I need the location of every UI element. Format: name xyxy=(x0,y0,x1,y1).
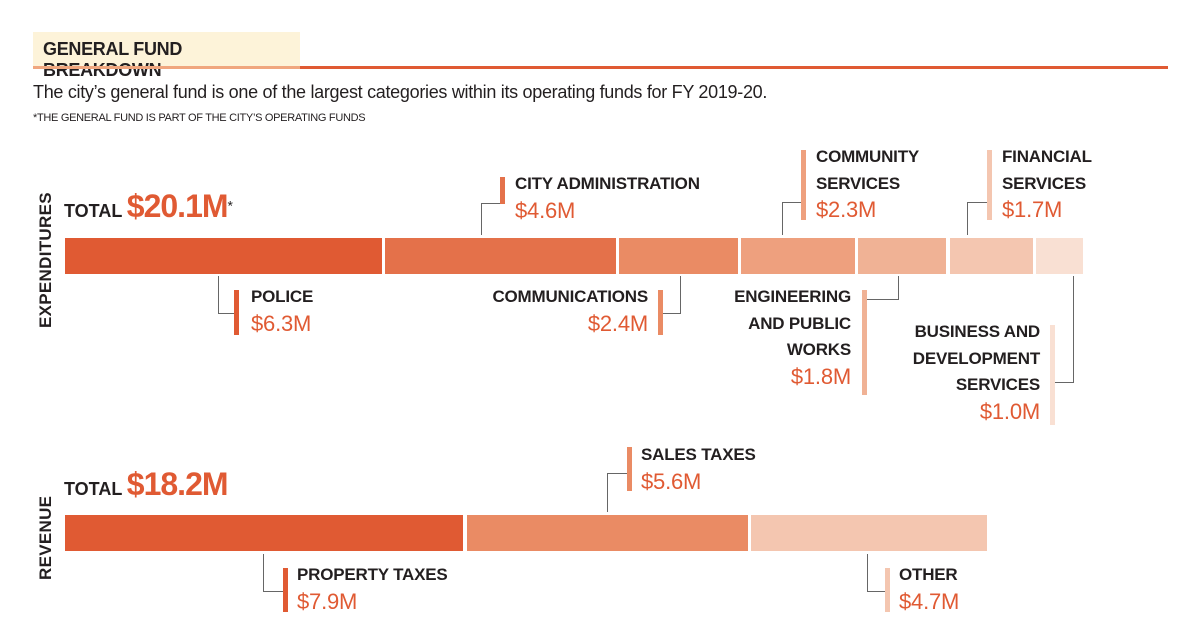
bar-segment-engineering-and-public-works xyxy=(858,238,947,274)
bar-segment-communications xyxy=(619,238,738,274)
connector xyxy=(218,313,234,314)
bar-segment-city-administration xyxy=(385,238,616,274)
total-label: TOTAL xyxy=(64,201,123,221)
connector xyxy=(481,203,500,204)
label-business-development-services: BUSINESS AND DEVELOPMENT SERVICES $1.0M xyxy=(912,322,1040,424)
footnote: *THE GENERAL FUND IS PART OF THE CITY’S … xyxy=(33,112,366,124)
bar-segment-sales-taxes xyxy=(466,515,748,551)
label-city-administration: CITY ADMINISTRATION $4.6M xyxy=(515,174,700,223)
bar-segment-police xyxy=(65,238,382,274)
label-accent xyxy=(801,150,806,220)
label-accent xyxy=(234,290,239,335)
connector xyxy=(1055,382,1074,383)
connector xyxy=(967,202,968,235)
label-accent xyxy=(283,568,288,612)
label-accent xyxy=(658,290,663,335)
label-communications: COMMUNICATIONS $2.4M xyxy=(492,287,648,336)
connector xyxy=(867,554,868,592)
section-title: GENERAL FUND BREAKDOWN xyxy=(43,39,183,80)
connector xyxy=(481,203,482,235)
bar-segment-business-and-development-services xyxy=(1036,238,1084,274)
bar-segment-community-services xyxy=(741,238,855,274)
bar-segment-property-taxes xyxy=(65,515,464,551)
header-rule xyxy=(300,66,1168,69)
total-label: TOTAL xyxy=(64,479,123,499)
connector xyxy=(607,473,627,474)
label-accent xyxy=(1050,325,1055,425)
connector xyxy=(867,591,885,592)
label-sales-taxes: SALES TAXES $5.6M xyxy=(641,445,756,494)
revenue-total: TOTAL $18.2M xyxy=(64,466,229,503)
label-accent xyxy=(987,150,992,220)
section-header: GENERAL FUND BREAKDOWN xyxy=(33,32,300,80)
header-rule xyxy=(33,66,300,69)
connector xyxy=(782,202,801,203)
label-property-taxes: PROPERTY TAXES $7.9M xyxy=(297,565,448,614)
connector xyxy=(663,313,681,314)
label-engineering-public-works: ENGINEERING AND PUBLIC WORKS $1.8M xyxy=(734,287,851,389)
connector xyxy=(782,202,783,235)
subtitle: The city’s general fund is one of the la… xyxy=(33,82,768,102)
label-accent xyxy=(500,177,505,204)
label-accent xyxy=(862,290,867,395)
label-community-services: COMMUNITY SERVICES $2.3M xyxy=(816,147,919,222)
label-accent xyxy=(627,447,632,491)
label-police: POLICE $6.3M xyxy=(251,287,314,336)
bar-segment-financial-services xyxy=(949,238,1033,274)
connector xyxy=(1073,276,1074,383)
connector xyxy=(263,554,264,592)
label-accent xyxy=(885,568,890,612)
connector xyxy=(218,276,219,314)
connector xyxy=(898,276,899,300)
expenditures-total: TOTAL $20.1M* xyxy=(64,188,233,225)
connector xyxy=(866,299,899,300)
total-value: $18.2M xyxy=(126,466,229,502)
footnote-mark: * xyxy=(227,197,233,214)
connector xyxy=(680,276,681,314)
revenue-label: REVENUE xyxy=(36,495,55,580)
total-value: $20.1M xyxy=(126,188,229,224)
connector xyxy=(607,473,608,512)
connector xyxy=(263,591,283,592)
label-financial-services: FINANCIAL SERVICES $1.7M xyxy=(1002,147,1092,222)
label-other: OTHER $4.7M xyxy=(899,565,960,614)
bar-segment-other xyxy=(751,515,987,551)
expenditures-label: EXPENDITURES xyxy=(36,192,55,328)
connector xyxy=(967,202,987,203)
